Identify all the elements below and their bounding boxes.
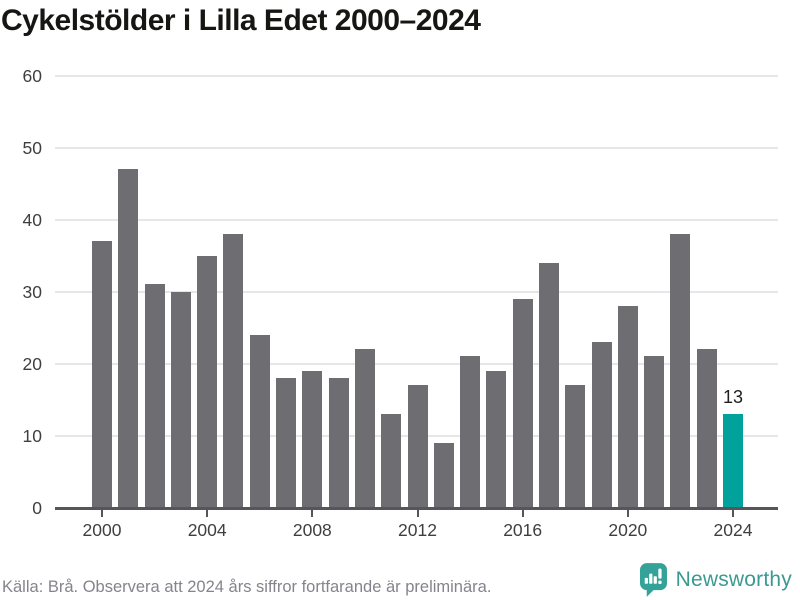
bar-2015 xyxy=(486,370,507,508)
y-axis-tick-label: 40 xyxy=(22,209,42,230)
bar-2013 xyxy=(433,442,454,508)
x-axis-tick-label: 2004 xyxy=(187,519,227,540)
bar-2009 xyxy=(328,377,349,508)
gridline-y-50 xyxy=(55,146,778,149)
bar-2005 xyxy=(223,233,244,508)
x-axis-tick-label: 2008 xyxy=(292,519,332,540)
bar-2012 xyxy=(407,385,428,508)
bar-2001 xyxy=(118,169,139,508)
bar-2016 xyxy=(512,298,533,508)
newsworthy-logo-icon xyxy=(639,563,667,597)
bar-2014 xyxy=(460,356,481,508)
x-axis-tick-label: 2020 xyxy=(608,519,648,540)
gridline-y-60 xyxy=(55,74,778,77)
y-axis-tick-label: 10 xyxy=(22,425,42,446)
highlight-value-label: 13 xyxy=(722,386,744,407)
x-axis-tick-2000 xyxy=(101,509,103,517)
chart-title: Cykelstölder i Lilla Edet 2000–2024 xyxy=(1,4,481,37)
bar-2010 xyxy=(354,349,375,508)
bar-2019 xyxy=(591,341,612,508)
x-axis-tick-label: 2000 xyxy=(82,519,122,540)
bar-2020 xyxy=(617,305,638,508)
x-axis-tick-2024 xyxy=(732,509,734,517)
y-axis-tick-label: 20 xyxy=(22,353,42,374)
bar-2022 xyxy=(670,233,691,508)
bar-2017 xyxy=(538,262,559,508)
gridline-y-40 xyxy=(55,218,778,221)
gridline-y-20 xyxy=(55,362,778,365)
bar-2007 xyxy=(276,377,297,508)
bar-2006 xyxy=(249,334,270,508)
bar-2003 xyxy=(170,291,191,508)
x-axis-tick-2020 xyxy=(626,509,629,517)
y-axis-tick-label: 50 xyxy=(22,137,42,158)
x-axis-tick-label: 2016 xyxy=(503,519,543,540)
bar-2021 xyxy=(644,356,665,508)
x-axis-tick-2016 xyxy=(521,509,524,517)
x-axis-tick-2008 xyxy=(311,509,314,517)
y-axis-tick-label: 30 xyxy=(22,281,42,302)
bar-2000 xyxy=(92,241,112,508)
y-axis-tick-label: 0 xyxy=(32,497,42,518)
plot-area: 0 10 20 30 40 50 60 13 2000 2004 2008 2012 2016 2020 2… xyxy=(22,65,778,540)
x-axis-line xyxy=(55,506,778,510)
x-axis-tick-2004 xyxy=(206,509,209,517)
newsworthy-wordmark: Newsworthy xyxy=(675,568,792,591)
y-axis-tick-label: 60 xyxy=(22,65,42,86)
bar-2008 xyxy=(302,370,323,508)
bar-2024 xyxy=(723,413,743,508)
bar-2004 xyxy=(197,255,218,508)
gridline-y-30 xyxy=(55,290,778,293)
x-axis-tick-label: 2024 xyxy=(713,519,753,540)
bar-2023 xyxy=(696,349,717,508)
bar-2018 xyxy=(565,385,586,508)
x-axis-tick-2012 xyxy=(416,509,419,517)
bar-2011 xyxy=(381,413,402,508)
x-axis-tick-label: 2012 xyxy=(398,519,437,540)
source-note: Källa: Brå. Observera att 2024 års siffr… xyxy=(2,578,492,596)
bar-2002 xyxy=(144,284,165,508)
newsworthy-logo: Newsworthy xyxy=(639,563,792,597)
